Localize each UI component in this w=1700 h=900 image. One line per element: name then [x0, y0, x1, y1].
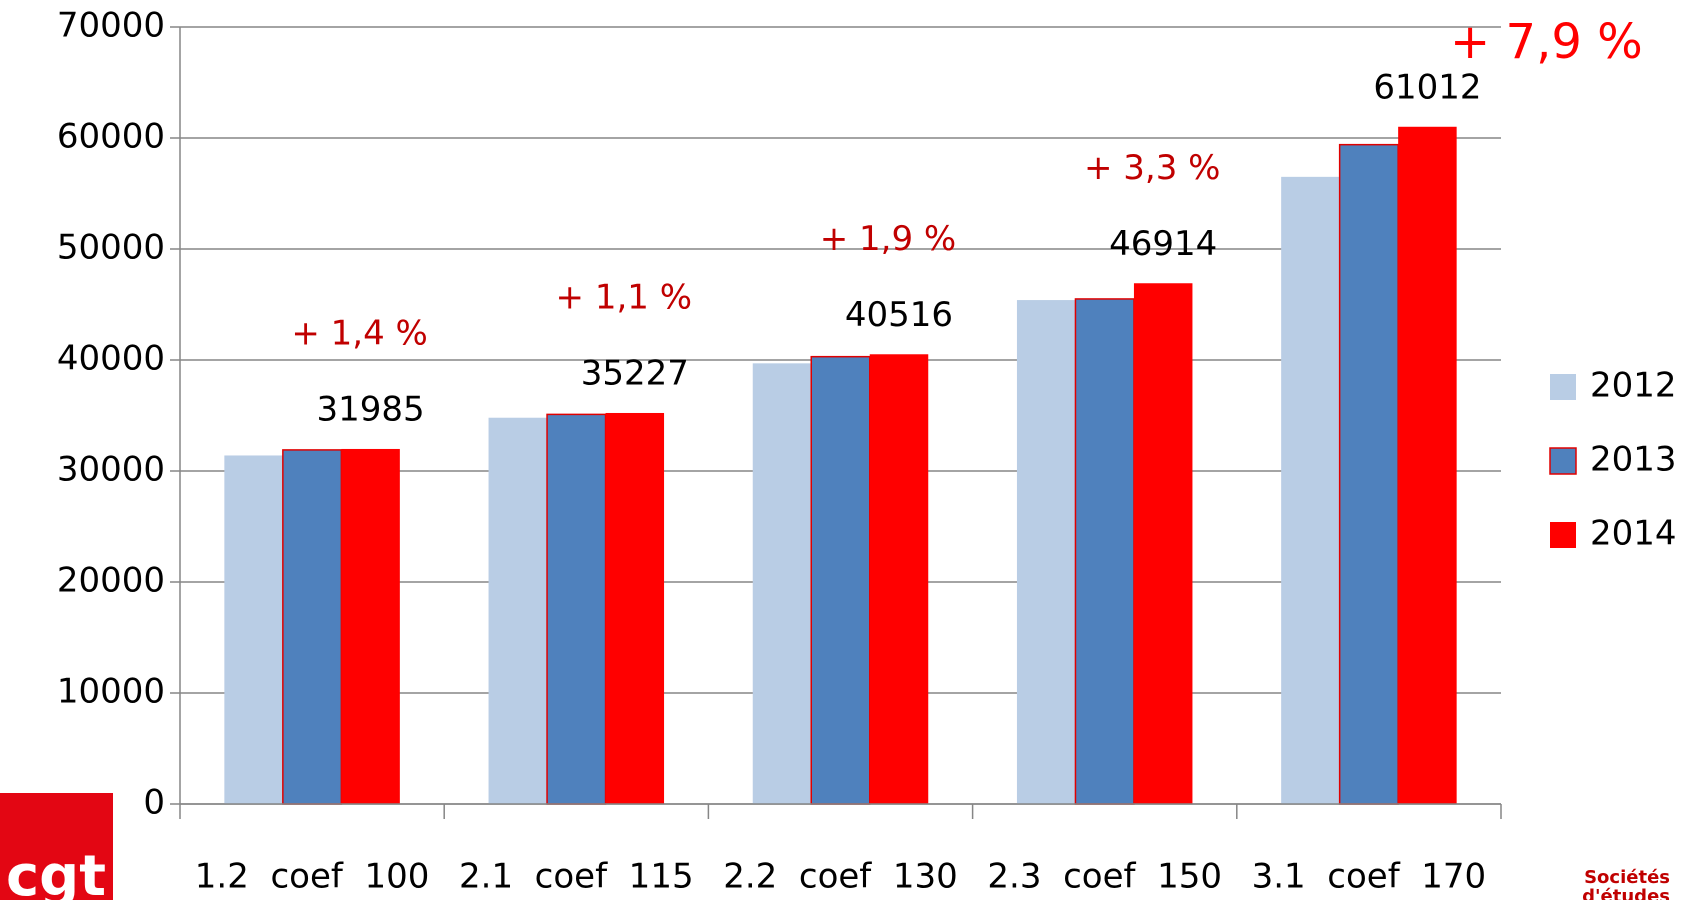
x-tick-label: 1.2 coef 100 [195, 857, 430, 897]
data-label: 35227 [581, 353, 689, 393]
x-tick-label: 2.1 coef 115 [459, 857, 694, 897]
annotation: + 3,3 % [1084, 148, 1220, 188]
legend-swatch [1550, 374, 1576, 400]
x-tick-label: 3.1 coef 170 [1252, 857, 1487, 897]
data-label: 40516 [845, 295, 953, 335]
logo-right: Sociétés [1584, 867, 1670, 888]
legend-swatch [1549, 447, 1577, 475]
bar [488, 417, 548, 804]
logo-left: cgt [6, 844, 106, 900]
y-tick-label: 30000 [57, 450, 165, 490]
legend-label: 2013 [1590, 440, 1677, 480]
annotation: + 1,9 % [820, 219, 956, 259]
bar [341, 448, 400, 804]
x-tick-label: 2.3 coef 150 [987, 857, 1222, 897]
bar [605, 412, 665, 804]
y-tick-label: 20000 [57, 561, 165, 601]
x-tick-label: 2.2 coef 130 [723, 857, 958, 897]
logo-right: d'études [1582, 886, 1670, 900]
y-tick-label: 70000 [57, 6, 165, 46]
y-tick-label: 50000 [57, 228, 165, 268]
data-label: 46914 [1109, 224, 1217, 264]
bar [282, 449, 343, 805]
bar [1398, 126, 1457, 805]
annotation: + 7,9 % [1450, 14, 1643, 70]
bar [1074, 298, 1135, 805]
bar [752, 363, 812, 804]
legend-label: 2014 [1590, 514, 1677, 554]
bar [1016, 300, 1076, 804]
legend-swatch [1550, 522, 1576, 548]
annotation: + 1,1 % [556, 277, 692, 317]
data-label: 61012 [1373, 67, 1481, 107]
y-tick-label: 10000 [57, 672, 165, 712]
legend-label: 2012 [1590, 366, 1677, 406]
bar [869, 354, 929, 804]
bar [810, 355, 871, 805]
bar [546, 413, 607, 805]
bar [1133, 283, 1193, 804]
y-tick-label: 40000 [57, 339, 165, 379]
bar [1281, 176, 1340, 805]
bar [1338, 143, 1399, 805]
annotation: + 1,4 % [291, 313, 427, 353]
y-tick-label: 0 [143, 783, 165, 823]
y-tick-label: 60000 [57, 117, 165, 157]
bar [224, 455, 283, 804]
logo-box [0, 793, 113, 900]
data-label: 31985 [317, 389, 425, 429]
